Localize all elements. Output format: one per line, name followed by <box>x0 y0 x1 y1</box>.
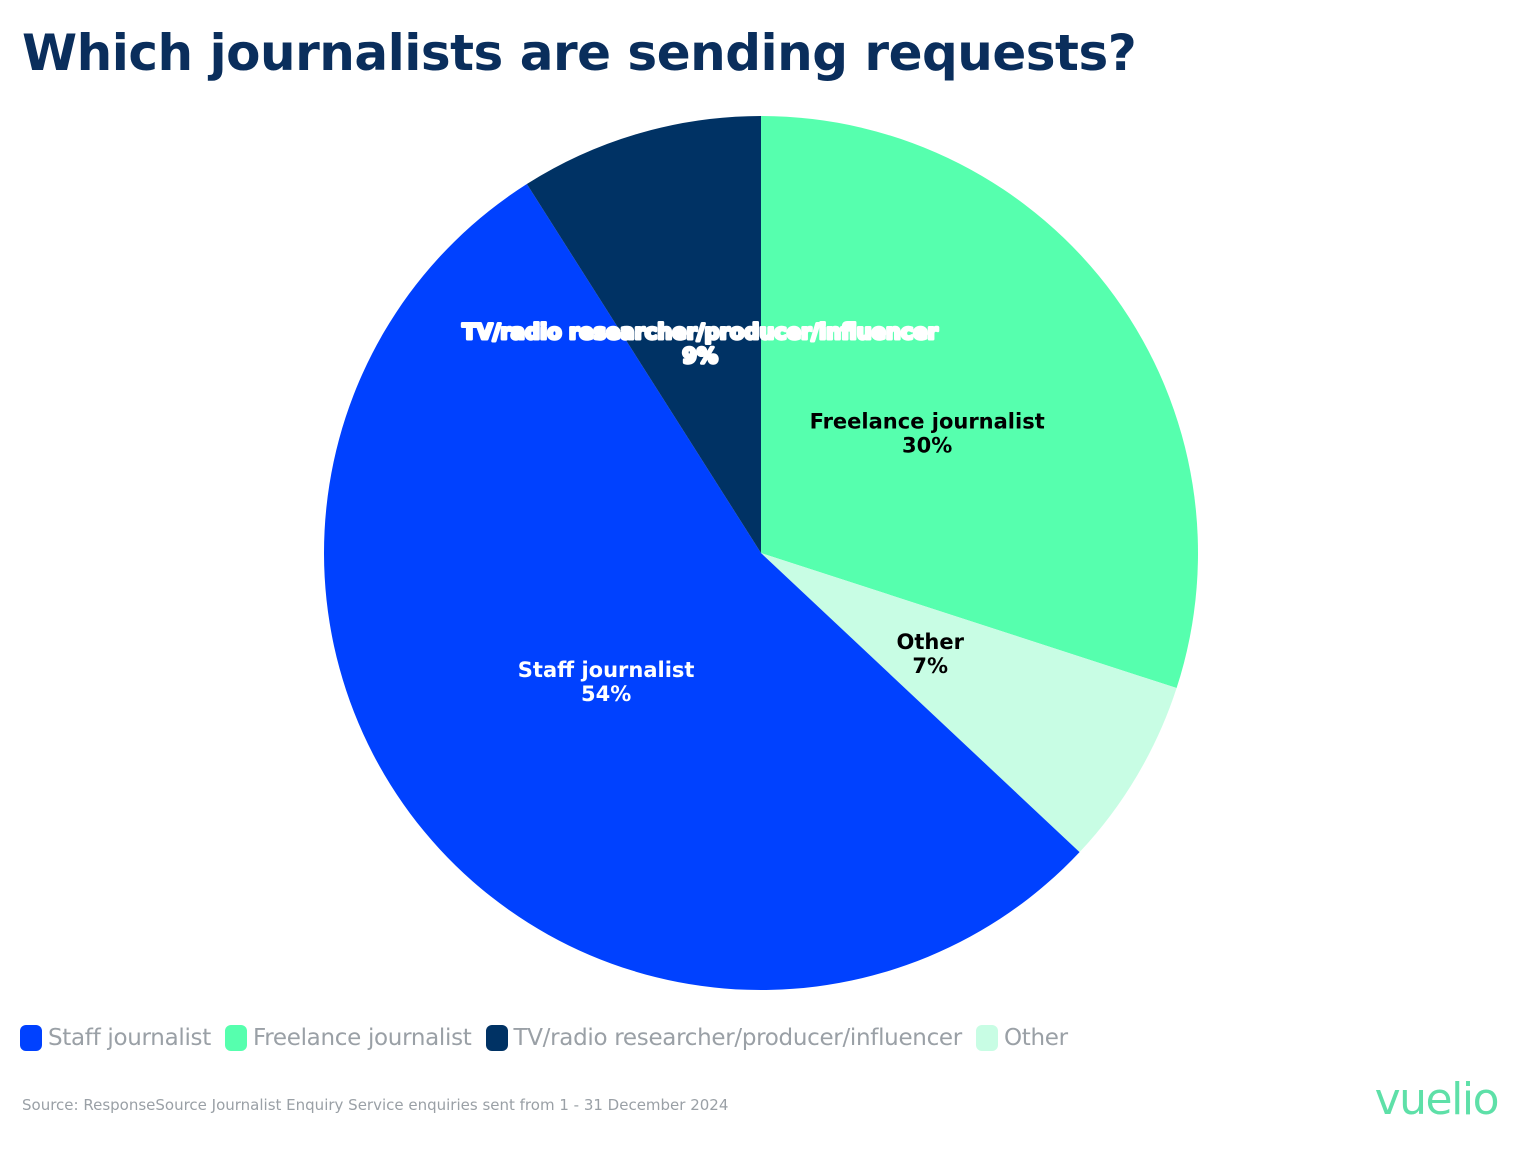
legend-label: Freelance journalist <box>252 1025 472 1051</box>
legend-label: Other <box>1003 1025 1068 1051</box>
pie-slice-tv-radio-researcher-producer-influencer <box>526 116 761 553</box>
slice-label-value: 54% <box>581 682 631 706</box>
pie-slice-staff-journalist <box>324 184 1080 990</box>
legend-label: TV/radio researcher/producer/influencer <box>513 1025 963 1051</box>
slice-label-value: 9% <box>682 344 718 368</box>
slice-label-name: Freelance journalist <box>810 409 1045 433</box>
pie-slice-freelance-journalist <box>761 116 1198 689</box>
legend-label: Staff journalist <box>48 1025 211 1051</box>
legend-item: Staff journalist <box>20 1025 211 1051</box>
pie-slice-other <box>761 553 1177 853</box>
chart-legend: Staff journalist Freelance journalist TV/r… <box>20 1020 1082 1056</box>
slice-label-name: Other <box>897 630 965 654</box>
slice-label-value: 7% <box>912 654 948 678</box>
slice-label-value: 30% <box>902 433 952 457</box>
legend-swatch <box>485 1025 508 1051</box>
chart-title: Which journalists are sending requests? <box>22 24 1137 82</box>
slice-label-name: Staff journalist <box>518 658 695 682</box>
slice-label-name: TV/radio researcher/producer/influencer <box>462 320 938 344</box>
source-note: Source: ResponseSource Journalist Enquir… <box>22 1096 729 1114</box>
legend-swatch <box>975 1025 998 1051</box>
vuelio-logo: vuelio <box>1374 1074 1500 1125</box>
legend-item: Freelance journalist <box>224 1025 472 1051</box>
legend-swatch <box>224 1025 247 1051</box>
legend-item: TV/radio researcher/producer/influencer <box>485 1025 963 1051</box>
legend-swatch <box>20 1025 42 1051</box>
legend-item: Other <box>975 1025 1068 1051</box>
pie-slices <box>324 116 1198 990</box>
